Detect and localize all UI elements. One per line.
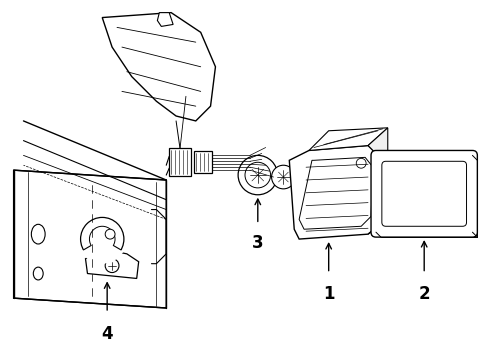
Polygon shape [102, 13, 216, 121]
Circle shape [90, 226, 115, 252]
Text: 3: 3 [252, 234, 264, 252]
Circle shape [105, 229, 115, 239]
FancyBboxPatch shape [382, 161, 466, 226]
Text: 1: 1 [323, 285, 335, 303]
Polygon shape [85, 249, 139, 278]
Ellipse shape [33, 267, 43, 280]
Circle shape [80, 217, 124, 261]
Circle shape [356, 158, 366, 168]
Circle shape [105, 259, 119, 273]
Ellipse shape [31, 224, 45, 244]
Circle shape [238, 156, 277, 195]
Polygon shape [14, 170, 166, 308]
Circle shape [245, 162, 270, 188]
Circle shape [271, 165, 295, 189]
Polygon shape [157, 13, 173, 26]
Polygon shape [194, 152, 212, 173]
Text: 2: 2 [418, 285, 430, 303]
Polygon shape [289, 145, 381, 239]
Wedge shape [81, 239, 123, 264]
Polygon shape [169, 148, 191, 176]
Polygon shape [368, 128, 388, 234]
Polygon shape [309, 128, 388, 150]
FancyBboxPatch shape [371, 150, 477, 237]
Text: 4: 4 [101, 325, 113, 343]
Polygon shape [299, 157, 373, 229]
